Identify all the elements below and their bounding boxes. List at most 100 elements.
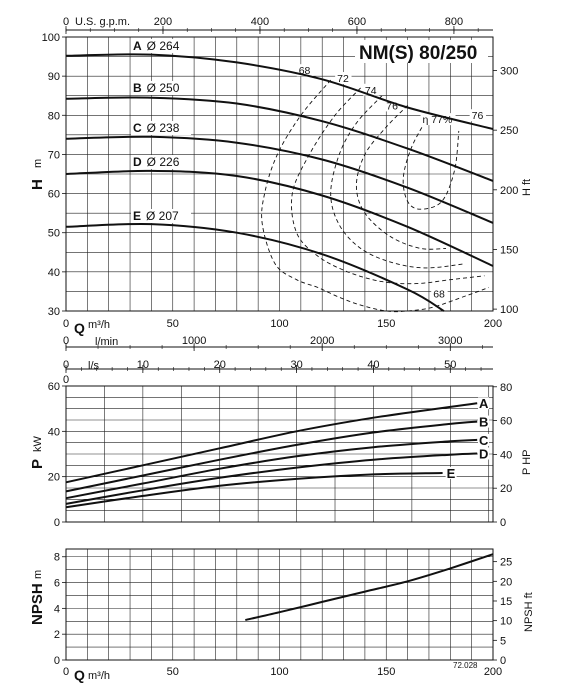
npsh-ytick-label-0: 0 [54, 655, 60, 667]
power-ytick-label-0: 0 [54, 517, 60, 529]
head-label-letter-E: E [133, 209, 141, 223]
power-curve-E [65, 472, 443, 509]
power-label-B: B [479, 415, 488, 430]
npsh-ytick-label-2: 4 [54, 603, 60, 615]
power-ytick-right-label-3: 60 [500, 416, 512, 428]
ls-axis-label: l/s [88, 360, 100, 372]
head-label-E: E Ø 207 [133, 209, 179, 223]
usgpm-axis-label: U.S. g.p.m. [75, 16, 130, 28]
efficiency-label-3: 76 [386, 100, 398, 112]
power-ytick-right-label-0: 0 [500, 517, 506, 529]
lmin-tick-label-2: 2000 [310, 335, 334, 347]
head-ytick-label-0: 30 [48, 306, 60, 318]
efficiency-label-0: 68 [299, 65, 311, 77]
power-ytick-right-label-1: 20 [500, 483, 512, 495]
ls-tick-label-2: 20 [214, 359, 226, 371]
q-unit-bottom: m³/h [88, 670, 110, 682]
efficiency-label-2: 74 [365, 85, 377, 97]
usgpm-tick-label-0: 0 [63, 16, 69, 28]
npsh-ytick-right-label-5: 25 [500, 557, 512, 569]
efficiency-label-bg-5 [469, 109, 487, 122]
ls-tick-label-0: 0 [63, 359, 69, 371]
head-curve-E [65, 222, 445, 312]
q-tick-label-head-4: 200 [484, 318, 502, 330]
q-symbol-head: Q [74, 320, 85, 336]
head-label-A: A Ø 264 [133, 39, 180, 53]
power-ytick-label-1: 20 [48, 472, 60, 484]
npsh-ylabel-right: NPSH ft [523, 592, 535, 632]
power-ytick-label-2: 40 [48, 426, 60, 438]
power-curve-B [65, 420, 478, 493]
q-tick-label-head-3: 150 [377, 318, 395, 330]
npsh-ytick-right-label-0: 0 [500, 655, 506, 667]
ls-tick-label-3: 30 [290, 359, 302, 371]
npsh-ytick-right-label-1: 5 [500, 635, 506, 647]
q-unit-head: m³/h [88, 319, 110, 331]
head-curve-B [65, 96, 494, 182]
power-label-bg-A [478, 397, 489, 410]
lmin-tick-label-0: 0 [63, 335, 69, 347]
chart-title: NM(S) 80/250 [359, 43, 477, 64]
q-symbol-bottom: Q [74, 667, 85, 683]
npsh-yunit: m [32, 570, 44, 579]
tick-labels: 3040506070809010002040600246810015020025… [42, 16, 519, 678]
head-label-bg-A [131, 39, 191, 53]
npsh-ytick-label-3: 6 [54, 578, 60, 590]
head-curve-C [65, 135, 494, 224]
chart-code: 72.028 [453, 661, 478, 670]
usgpm-tick-label-3: 600 [348, 16, 366, 28]
lmin-axis-label: l/min [95, 336, 118, 348]
npsh-curve-0 [245, 553, 494, 621]
power-label-C: C [479, 433, 489, 448]
head-ytick-label-2: 50 [48, 228, 60, 240]
power-ytick-right-label-4: 80 [500, 382, 512, 394]
head-ytick-label-7: 100 [42, 32, 60, 44]
head-label-bg-E [131, 209, 191, 223]
head-label-B: B Ø 250 [133, 81, 180, 95]
efficiency-label-bg-2 [362, 83, 380, 96]
power-curve-C [65, 438, 478, 500]
head-ytick-label-1: 40 [48, 267, 60, 279]
head-ytick-right-label-1: 150 [500, 244, 518, 256]
head-ytick-right-label-0: 100 [500, 304, 518, 316]
efficiency-label-1: 72 [337, 73, 349, 85]
head-label-diameter-A: Ø 264 [147, 39, 180, 53]
head-ytick-right-label-2: 200 [500, 185, 518, 197]
head-label-diameter-D: Ø 226 [147, 155, 180, 169]
power-yunit: kW [32, 436, 44, 453]
q-tick-label-head-2: 100 [270, 318, 288, 330]
head-ytick-label-3: 60 [48, 189, 60, 201]
ls-tick-label-5: 50 [444, 359, 456, 371]
q-tick-label-bottom-4: 200 [484, 666, 502, 678]
head-ylabel: H [29, 179, 46, 190]
ls-tick-label-4: 40 [367, 359, 379, 371]
npsh-ytick-right-label-2: 10 [500, 616, 512, 628]
power-label-bg-E [445, 467, 457, 480]
q-tick-label-bottom-3: 150 [377, 666, 395, 678]
power-curve-A [65, 402, 478, 484]
head-curve-D [65, 169, 494, 267]
power-label-D: D [479, 447, 488, 462]
power-label-A: A [479, 396, 489, 411]
head-label-bg-B [131, 81, 191, 95]
head-ytick-label-5: 80 [48, 110, 60, 122]
efficiency-label-bg-1 [335, 72, 352, 85]
head-label-letter-B: B [133, 81, 142, 95]
efficiency-label-bg-3 [384, 99, 401, 112]
npsh-ytick-right-label-4: 20 [500, 576, 512, 588]
usgpm-tick-label-4: 800 [445, 16, 463, 28]
head-ytick-right-label-4: 300 [500, 66, 518, 78]
usgpm-tick-label-2: 400 [251, 16, 269, 28]
power-ylabel: P [29, 459, 46, 469]
efficiency-label-bg-4 [420, 113, 456, 126]
head-label-bg-D [131, 155, 191, 169]
head-ytick-label-6: 90 [48, 71, 60, 83]
head-label-C: C Ø 238 [133, 121, 180, 135]
head-label-diameter-B: Ø 250 [147, 81, 180, 95]
power-ytick-label-3: 60 [48, 381, 60, 393]
head-label-D: D Ø 226 [133, 155, 180, 169]
efficiency-label-5: 76 [472, 110, 484, 122]
power-ytick-right-label-2: 40 [500, 449, 512, 461]
head-label-letter-A: A [133, 39, 142, 53]
